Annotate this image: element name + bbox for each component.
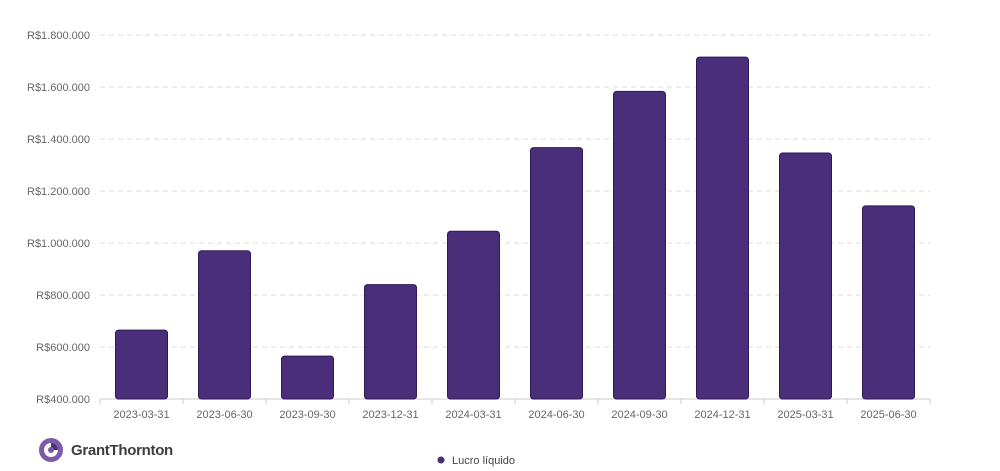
y-tick-label: R$800.000	[36, 290, 90, 302]
y-tick-label: R$1.200.000	[27, 186, 90, 198]
y-tick-label: R$600.000	[36, 342, 90, 354]
bar	[281, 355, 334, 400]
bar	[862, 205, 915, 400]
y-tick-label: R$1.400.000	[27, 134, 90, 146]
y-tick-label: R$1.000.000	[27, 238, 90, 250]
x-tick-label: 2023-09-30	[279, 409, 335, 421]
x-tick-label: 2024-12-31	[694, 409, 750, 421]
bar	[779, 152, 832, 400]
bar	[696, 56, 749, 400]
x-tick-label: 2023-06-30	[196, 409, 252, 421]
y-tick-label: R$1.800.000	[27, 30, 90, 42]
bar	[364, 284, 417, 400]
legend-marker	[437, 456, 445, 464]
legend-label: Lucro líquido	[452, 455, 515, 467]
bar	[198, 250, 251, 400]
y-tick-label: R$1.600.000	[27, 82, 90, 94]
brand-logo: GrantThornton	[37, 436, 173, 464]
x-tick-label: 2024-03-31	[445, 409, 501, 421]
x-tick-label: 2023-12-31	[362, 409, 418, 421]
x-tick-label: 2025-06-30	[860, 409, 916, 421]
bar	[613, 90, 666, 400]
brand-name: GrantThornton	[71, 441, 173, 459]
x-tick-label: 2024-06-30	[528, 409, 584, 421]
x-tick-label: 2025-03-31	[777, 409, 833, 421]
y-tick-label: R$400.000	[36, 394, 90, 406]
x-tick-label: 2023-03-31	[113, 409, 169, 421]
grant-thornton-logo-icon	[39, 438, 63, 462]
bar	[447, 230, 500, 400]
bar	[530, 147, 583, 400]
bar	[115, 329, 168, 400]
x-tick-label: 2024-09-30	[611, 409, 667, 421]
